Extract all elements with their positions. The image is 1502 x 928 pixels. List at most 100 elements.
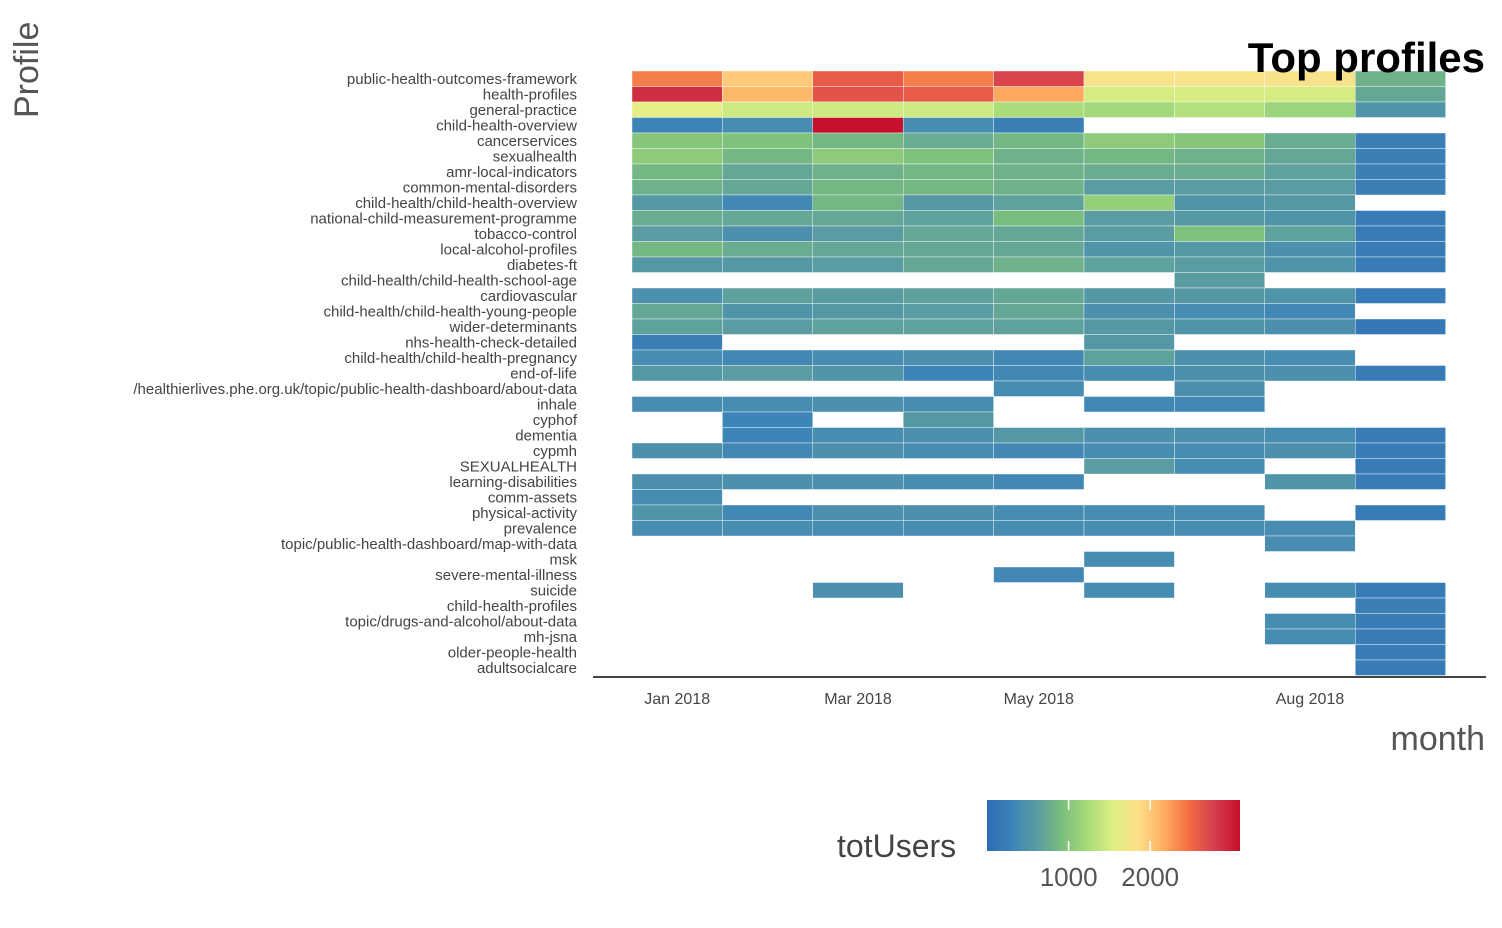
heatmap-cell <box>1174 163 1266 180</box>
heatmap-cell <box>1354 86 1446 103</box>
legend-color-step <box>991 800 994 851</box>
heatmap-cell <box>812 132 904 149</box>
legend-color-step <box>1223 800 1226 851</box>
legend-color-step <box>1107 800 1110 851</box>
legend-color-step <box>1168 800 1172 851</box>
heatmap-cell <box>631 489 723 506</box>
y-tick-label: prevalence <box>504 520 577 537</box>
legend-color-step <box>1235 800 1239 851</box>
heatmap-cell <box>1354 163 1446 180</box>
legend-color-step <box>1170 800 1174 851</box>
y-tick-labels: public-health-outcomes-frameworkhealth-p… <box>133 71 577 677</box>
heatmap-cell <box>1083 458 1175 475</box>
legend-color-step <box>1155 800 1159 851</box>
chart-title: Top profiles <box>1247 34 1485 81</box>
heatmap-cell <box>903 225 994 242</box>
legend-color-step <box>1060 800 1064 851</box>
heatmap-cell <box>1264 225 1356 242</box>
legend-color-step <box>1041 800 1045 851</box>
legend-color-step <box>1054 800 1058 851</box>
legend-color-step <box>997 800 1001 851</box>
heatmap-cell <box>722 365 814 382</box>
heatmap-cell <box>812 504 904 521</box>
y-tick-label: cyphof <box>533 412 578 429</box>
heatmap-cell <box>722 210 814 227</box>
x-tick-label: May 2018 <box>1004 691 1074 708</box>
legend-color-step <box>1046 800 1049 851</box>
y-tick-label: cypmh <box>533 443 577 460</box>
heatmap-cell <box>631 86 723 103</box>
heatmap-cell <box>993 86 1085 103</box>
heatmap-cell <box>993 70 1085 87</box>
y-tick-label: dementia <box>515 427 577 444</box>
legend-color-step <box>1208 800 1212 851</box>
heatmap-cell <box>1264 256 1356 273</box>
legend-color-step <box>987 800 990 851</box>
heatmap-cell <box>993 442 1085 459</box>
heatmap-cell <box>993 349 1085 366</box>
legend-color-step <box>1172 800 1176 851</box>
heatmap-cell <box>1174 132 1266 149</box>
heatmap-cell <box>1264 318 1356 335</box>
heatmap-cell <box>1354 582 1446 599</box>
legend-color-step <box>1237 800 1240 851</box>
heatmap-cell <box>993 210 1085 227</box>
legend-color-step <box>1147 800 1150 851</box>
legend-color-step <box>1050 800 1053 851</box>
legend-color-step <box>1052 800 1056 851</box>
heatmap-cell <box>1174 148 1266 165</box>
y-tick-label: nhs-health-check-detailed <box>405 334 577 351</box>
heatmap-cell <box>722 411 814 428</box>
heatmap-cell <box>631 256 723 273</box>
heatmap-cell <box>1083 241 1175 258</box>
legend-color-step <box>1185 800 1188 851</box>
legend-color-step <box>1210 800 1214 851</box>
legend-color-step <box>989 800 992 851</box>
legend-color-step <box>1187 800 1190 851</box>
heatmap-cell <box>1174 380 1266 397</box>
heatmap-cell <box>812 303 904 320</box>
legend-color-step <box>1109 800 1112 851</box>
legend-color-step <box>1105 800 1108 851</box>
heatmap-cell <box>812 163 904 180</box>
heatmap-cell <box>1264 365 1356 382</box>
legend-color-step <box>1067 800 1070 851</box>
heatmap-cell <box>1354 442 1446 459</box>
heatmap-cell <box>1354 473 1446 490</box>
legend-color-step <box>1043 800 1047 851</box>
heatmap-cell <box>812 70 904 87</box>
heatmap-cell <box>1264 179 1356 196</box>
heatmap-cell <box>1354 101 1446 118</box>
legend-color-step <box>1197 800 1201 851</box>
heatmap-cell <box>722 303 814 320</box>
heatmap-cell <box>812 520 904 537</box>
legend-color-step <box>1039 800 1043 851</box>
y-tick-label: general-practice <box>469 102 577 119</box>
y-tick-label: tobacco-control <box>474 226 577 243</box>
heatmap-cell <box>722 70 814 87</box>
heatmap-cell <box>1354 318 1446 335</box>
heatmap-cell <box>631 163 723 180</box>
legend-color-step <box>1151 800 1155 851</box>
heatmap-cell <box>631 70 723 87</box>
heatmap-cell <box>1264 349 1356 366</box>
legend-color-step <box>1138 800 1142 851</box>
heatmap-cell <box>903 318 994 335</box>
heatmap-cell <box>631 442 723 459</box>
heatmap-cell <box>631 334 723 351</box>
legend-color-step <box>1180 800 1184 851</box>
heatmap-cell <box>631 132 723 149</box>
legend-color-step <box>1178 800 1182 851</box>
y-tick-label: cardiovascular <box>480 288 577 305</box>
heatmap-cell <box>1354 132 1446 149</box>
heatmap-cell <box>993 303 1085 320</box>
heatmap-cell <box>631 194 723 211</box>
heatmap-cell <box>993 163 1085 180</box>
y-tick-label: severe-mental-illness <box>435 567 577 584</box>
heatmap-cell <box>812 210 904 227</box>
heatmap-cell <box>1264 535 1356 552</box>
heatmap-cell <box>1083 582 1175 599</box>
y-tick-label: cancerservices <box>477 133 577 150</box>
heatmap-cell <box>1083 396 1175 413</box>
heatmap-cell <box>903 411 994 428</box>
